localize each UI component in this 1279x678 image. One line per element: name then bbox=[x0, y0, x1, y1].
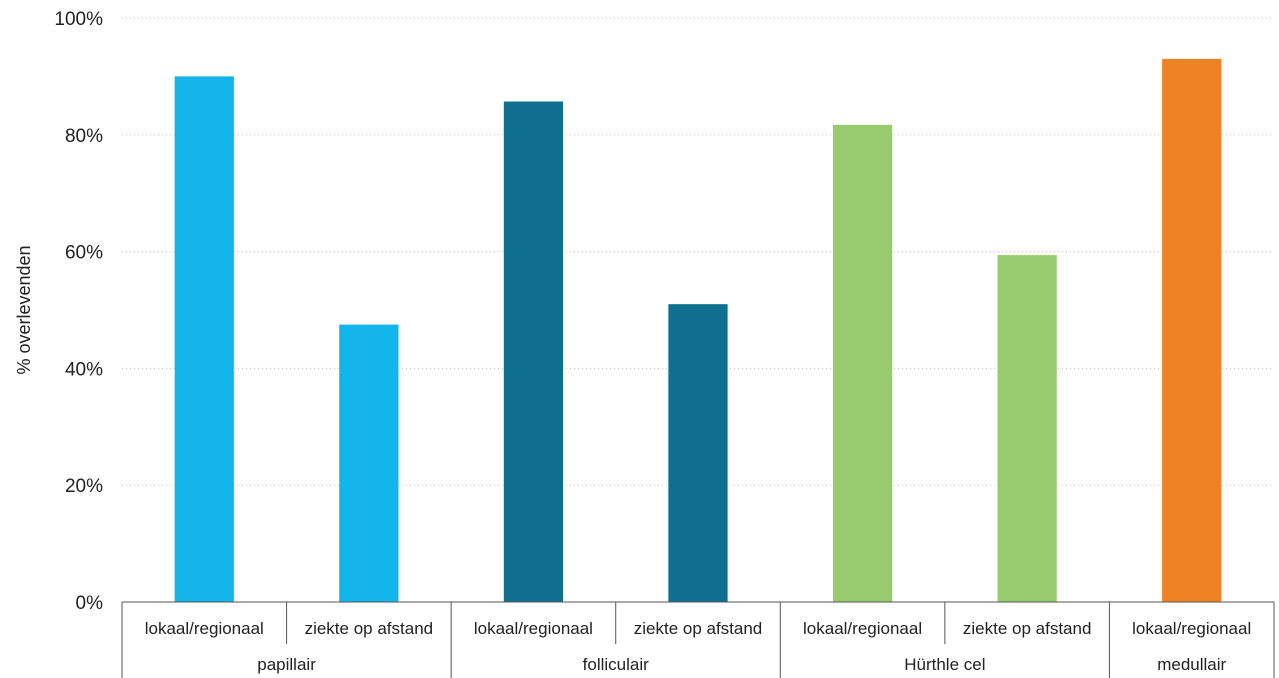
gridlines bbox=[122, 17, 1274, 486]
y-axis-title: % overlevenden bbox=[14, 245, 34, 374]
category-label: lokaal/regionaal bbox=[1132, 619, 1251, 638]
group-label: medullair bbox=[1157, 655, 1226, 674]
bar bbox=[832, 124, 893, 602]
category-label: ziekte op afstand bbox=[305, 619, 434, 638]
bar bbox=[174, 76, 234, 602]
bar bbox=[997, 255, 1057, 602]
y-tick-label: 100% bbox=[54, 9, 103, 30]
group-label: papillair bbox=[257, 655, 316, 674]
category-label: lokaal/regionaal bbox=[145, 619, 264, 638]
y-tick-label: 80% bbox=[65, 126, 103, 147]
category-label: lokaal/regionaal bbox=[474, 619, 593, 638]
bar bbox=[1162, 58, 1222, 602]
y-tick-label: 0% bbox=[76, 593, 104, 614]
bars bbox=[174, 58, 1222, 603]
category-axis: lokaal/regionaal ziekte op afstand lokaal/… bbox=[121, 601, 1275, 678]
bar bbox=[339, 324, 399, 602]
bar bbox=[668, 304, 728, 602]
y-axis-ticks: 0% 20% 40% 60% 80% 100% bbox=[54, 9, 103, 614]
y-tick-label: 60% bbox=[65, 243, 103, 264]
category-label: lokaal/regionaal bbox=[803, 619, 922, 638]
category-label: ziekte op afstand bbox=[963, 619, 1092, 638]
category-label: ziekte op afstand bbox=[634, 619, 763, 638]
y-tick-label: 40% bbox=[65, 359, 103, 380]
bar bbox=[503, 101, 564, 603]
group-label: folliculair bbox=[583, 655, 649, 674]
group-label: Hürthle cel bbox=[904, 655, 985, 674]
y-tick-label: 20% bbox=[65, 476, 103, 497]
